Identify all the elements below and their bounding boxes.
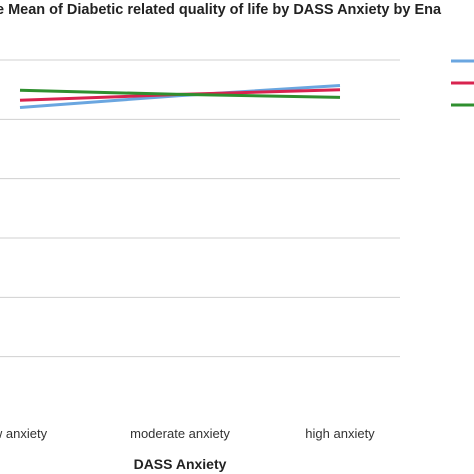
- x-tick-label: w anxiety: [0, 426, 48, 441]
- chart-title: e Mean of Diabetic related quality of li…: [0, 2, 442, 18]
- gridlines: [0, 59, 400, 358]
- x-tick-label: high anxiety: [305, 426, 375, 441]
- x-axis-label: DASS Anxiety: [134, 456, 227, 472]
- series-line-3: [19, 88, 341, 99]
- x-tick-label: moderate anxiety: [130, 426, 230, 441]
- x-axis-ticks: w anxiety moderate anxiety high anxiety: [0, 426, 375, 441]
- legend: [451, 59, 474, 107]
- series-lines: [19, 84, 341, 109]
